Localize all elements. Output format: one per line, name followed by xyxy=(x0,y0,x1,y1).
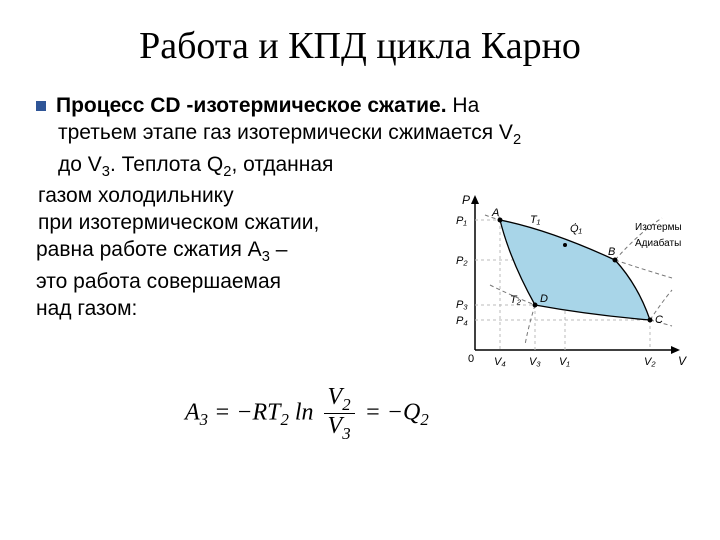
line5: при изотермическом сжатии, xyxy=(38,211,319,234)
eq2: = − xyxy=(359,399,403,425)
rt: RT xyxy=(252,399,280,425)
line6a-sub: 3 xyxy=(262,250,270,266)
line8: над газом: xyxy=(36,297,137,320)
legend-isotherms: Изотермы xyxy=(635,222,682,233)
label-V1: V₁ xyxy=(559,356,570,368)
line3b: . Теплота Q xyxy=(110,153,223,176)
line3a-sub: 3 xyxy=(102,164,110,180)
formula-A: A xyxy=(185,399,200,425)
line2: третьем этапе газ изотермически сжимаетс… xyxy=(58,121,513,144)
bullet-icon xyxy=(36,101,46,111)
legend-adiabats: Адиабаты xyxy=(635,237,681,249)
label-Q1: Q̇₁ xyxy=(570,222,583,235)
axis-P-label: P xyxy=(462,193,470,207)
label-P2: P₂ xyxy=(456,255,468,267)
line4: газом холодильнику xyxy=(38,184,234,207)
den-sub: 3 xyxy=(342,424,350,443)
rt-sub: 2 xyxy=(280,410,288,429)
line1-rest: На xyxy=(447,94,480,117)
label-T2: T₂ xyxy=(510,294,522,306)
slide-title: Работа и КПД цикла Карно xyxy=(36,24,684,68)
label-D: D xyxy=(540,293,548,305)
line6b: – xyxy=(270,238,288,261)
origin-zero: 0 xyxy=(468,353,474,365)
label-P3: P₃ xyxy=(456,299,468,311)
fraction: V2V3 xyxy=(324,385,355,443)
line7: это работа совершаемая xyxy=(36,270,281,293)
label-V4: V₄ xyxy=(494,356,506,368)
formula-A-sub: 3 xyxy=(200,410,208,429)
eq1: = − xyxy=(208,399,252,425)
pv-diagram: P V A B C D T₁ T₂ Q̇₁ P₁ P₂ P₃ P₄ xyxy=(440,190,690,380)
line6a: равна работе сжатия A xyxy=(36,238,262,261)
line2-sub: 2 xyxy=(513,132,521,148)
lead-bold: Процесс CD -изотермическое сжатие. xyxy=(56,94,447,117)
line3c: , отданная xyxy=(231,153,333,176)
label-V2: V₂ xyxy=(644,356,656,368)
num-sub: 2 xyxy=(342,395,350,414)
line3a: до V xyxy=(58,153,102,176)
q: Q xyxy=(403,399,420,425)
label-C: C xyxy=(655,314,663,326)
ln: ln xyxy=(289,399,320,425)
q-sub: 2 xyxy=(420,410,428,429)
label-P1: P₁ xyxy=(456,215,467,227)
label-T1: T₁ xyxy=(530,214,541,226)
label-B: B xyxy=(608,246,615,258)
label-P4: P₄ xyxy=(456,315,468,327)
axis-V-label: V xyxy=(678,354,687,368)
formula: A3 = −RT2 ln V2V3 = −Q2 xyxy=(185,385,429,443)
label-A: A xyxy=(491,207,499,219)
label-V3: V₃ xyxy=(529,356,541,368)
num-v: V xyxy=(328,384,343,410)
den-v: V xyxy=(328,413,343,439)
